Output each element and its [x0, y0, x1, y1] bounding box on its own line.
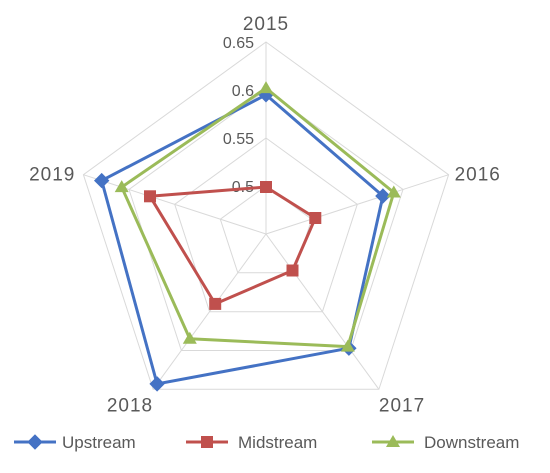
- series-layer: [93, 81, 401, 392]
- data-point-upstream-2016: [375, 188, 391, 204]
- category-label-2019: 2019: [29, 165, 75, 186]
- data-point-midstream-2015: [260, 181, 272, 193]
- data-point-upstream-2019: [93, 172, 110, 189]
- spoke-2016: [265, 174, 449, 235]
- spoke-2017: [265, 233, 380, 390]
- data-point-midstream-2018: [209, 297, 222, 310]
- data-point-downstream-2015: [259, 81, 273, 94]
- grid-ring-3: [128, 89, 404, 351]
- legend-label-midstream: Midstream: [238, 433, 317, 452]
- grid-ring-1: [219, 185, 313, 274]
- legend-label-downstream: Downstream: [424, 433, 519, 452]
- legend-marker-midstream: [201, 436, 213, 448]
- data-point-downstream-2019: [114, 180, 129, 193]
- tick-label: 0.6: [232, 83, 254, 100]
- data-point-midstream-2017: [286, 264, 299, 277]
- series-downstream: [114, 81, 401, 352]
- category-label-2017: 2017: [379, 395, 425, 416]
- series-line-downstream: [120, 86, 396, 349]
- data-point-midstream-2016: [309, 212, 322, 224]
- data-point-downstream-2017: [340, 339, 355, 352]
- radial-tick-labels: 0.50.550.60.65: [223, 35, 254, 196]
- tick-label: 0.65: [223, 35, 254, 52]
- legend-item-downstream: Downstream: [372, 433, 519, 452]
- legend-item-midstream: Midstream: [186, 433, 317, 452]
- radar-grid: [82, 41, 450, 390]
- category-label-2018: 2018: [107, 395, 153, 416]
- tick-label: 0.55: [223, 131, 254, 148]
- data-point-midstream-2019: [144, 190, 156, 203]
- data-point-downstream-2016: [386, 185, 401, 198]
- legend-label-upstream: Upstream: [62, 433, 136, 452]
- spoke-2018: [152, 233, 267, 390]
- legend-item-upstream: Upstream: [14, 433, 136, 452]
- data-point-downstream-2018: [182, 331, 197, 344]
- legend-marker-downstream: [386, 435, 400, 447]
- category-label-2015: 2015: [243, 14, 289, 35]
- grid-ring-4: [82, 41, 450, 390]
- data-point-upstream-2018: [149, 376, 165, 392]
- series-midstream: [144, 181, 322, 310]
- legend: Upstream Midstream Downstream: [14, 433, 519, 452]
- series-line-upstream: [100, 93, 385, 386]
- category-label-2016: 2016: [455, 165, 501, 186]
- series-line-midstream: [148, 185, 317, 306]
- category-labels: 2015 2016 2017 2018 2019: [29, 14, 501, 416]
- spoke-2019: [83, 174, 267, 235]
- legend-marker-upstream: [27, 434, 43, 450]
